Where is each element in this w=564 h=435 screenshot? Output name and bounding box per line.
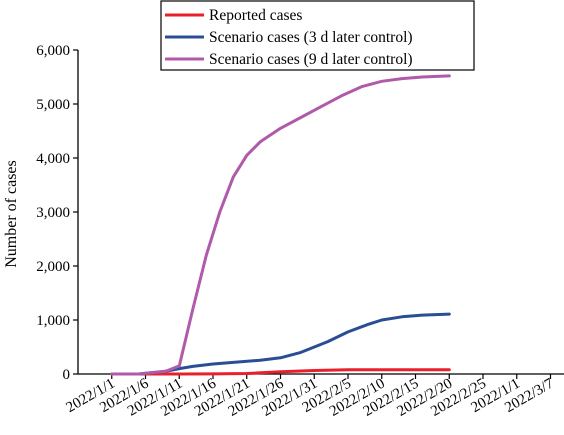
y-tick-label: 0 xyxy=(63,367,71,383)
legend: Reported cases Scenario cases (3 d later … xyxy=(160,0,475,71)
y-tick-label: 5,000 xyxy=(36,97,70,113)
y-axis-label: Number of cases xyxy=(3,160,20,268)
y-tick-label: 6,000 xyxy=(36,43,70,59)
y-tick-label: 1,000 xyxy=(36,313,70,329)
y-tick-label: 3,000 xyxy=(36,205,70,221)
legend-label: Reported cases xyxy=(209,7,302,24)
legend-box xyxy=(160,0,475,71)
series-layer xyxy=(110,74,451,376)
series-line-3 xyxy=(110,74,451,376)
x-axis: 2022/1/12022/1/62022/1/112022/1/162022/1… xyxy=(64,373,564,420)
legend-label: Scenario cases (3 d later control) xyxy=(209,29,413,46)
series-line-1 xyxy=(110,368,451,376)
legend-label: Scenario cases (9 d later control) xyxy=(209,51,413,68)
series-line-2 xyxy=(110,312,451,376)
y-axis: 0 1,000 2,000 3,000 4,000 5,000 6,000 xyxy=(36,43,79,383)
y-tick-label: 2,000 xyxy=(36,259,70,275)
y-tick-label: 4,000 xyxy=(36,151,70,167)
